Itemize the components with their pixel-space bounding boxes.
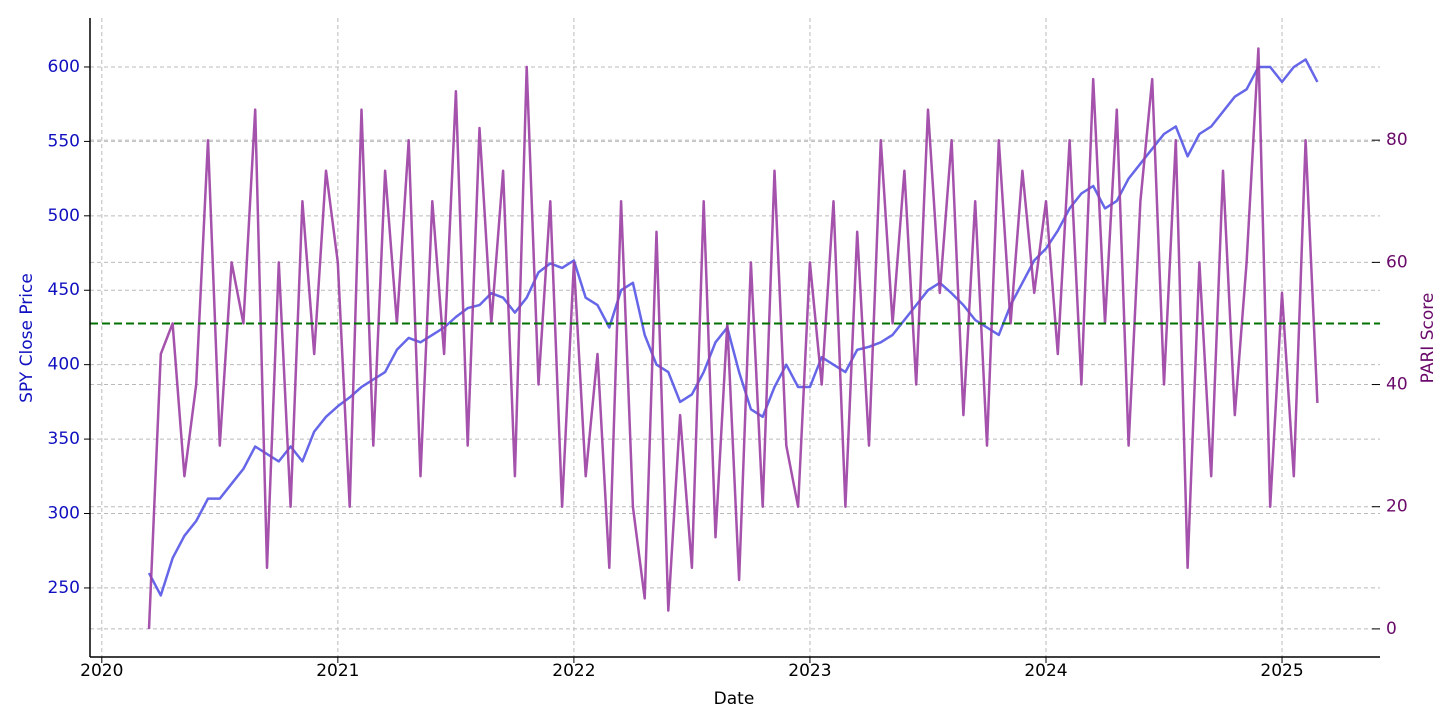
x-tick-label: 2022 xyxy=(552,661,595,681)
y2-axis-label: PARI Score xyxy=(1418,293,1438,384)
y2-tick-label: 60 xyxy=(1386,252,1408,272)
y2-tick-label: 0 xyxy=(1386,619,1397,639)
y2-tick-label: 80 xyxy=(1386,130,1408,150)
y-axis-label: SPY Close Price xyxy=(17,273,37,403)
x-tick-label: 2024 xyxy=(1024,661,1067,681)
y-tick-label: 600 xyxy=(48,57,80,77)
y-tick-label: 550 xyxy=(48,131,80,151)
x-tick-label: 2025 xyxy=(1260,661,1303,681)
y-tick-label: 400 xyxy=(48,355,80,375)
y-tick-label: 450 xyxy=(48,280,80,300)
series-line xyxy=(147,47,1319,629)
y-tick-label: 500 xyxy=(48,206,80,226)
y2-tick-label: 20 xyxy=(1386,497,1408,517)
y-tick-label: 250 xyxy=(48,578,80,598)
y-tick-label: 300 xyxy=(48,504,80,524)
x-tick-label: 2021 xyxy=(316,661,359,681)
x-axis-label: Date xyxy=(714,689,755,709)
x-tick-label: 2023 xyxy=(788,661,831,681)
x-tick-label: 2020 xyxy=(80,661,123,681)
y2-tick-label: 40 xyxy=(1386,375,1408,395)
y-tick-label: 350 xyxy=(48,429,80,449)
